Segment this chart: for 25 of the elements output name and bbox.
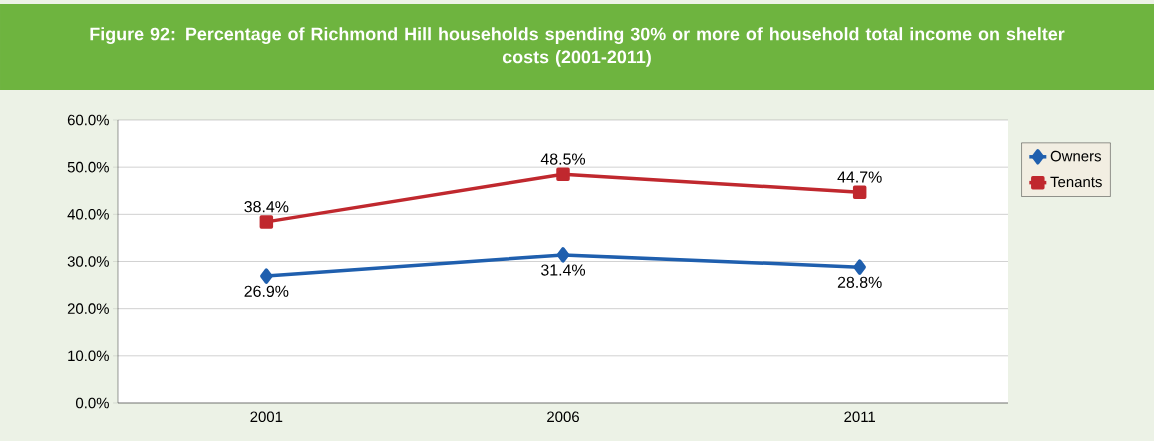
data-label: 26.9% (244, 285, 289, 297)
y-tick-label: 30.0% (67, 256, 109, 267)
point (556, 167, 570, 181)
y-tick-label: 10.0% (68, 350, 109, 362)
point (556, 247, 570, 263)
y-tick-label: 20.0% (67, 303, 109, 314)
legend-label: Owners (1050, 150, 1101, 162)
point (259, 215, 274, 229)
point (852, 185, 867, 199)
data-label: 38.4% (244, 201, 289, 213)
data-label: 44.7% (837, 171, 882, 183)
point (853, 259, 866, 275)
data-label: 48.5% (540, 153, 586, 165)
x-tick-label: 2001 (250, 411, 283, 423)
y-tick-label: 0.0% (76, 397, 109, 409)
chart-title: Figure 92: Percentage of Richmond Hill households spending 30% or more of household total income on shelter costs (2001-2011) (90, 27, 1065, 67)
data-label: 28.8% (837, 276, 882, 288)
point (260, 268, 273, 284)
x-tick-label: 2006 (547, 411, 579, 423)
legend-label: Tenants (1050, 176, 1102, 188)
data-label: 31.4% (541, 264, 586, 276)
y-tick-label: 40.0% (67, 209, 109, 220)
x-tick-label: 2011 (844, 411, 876, 423)
y-tick-label: 60.0% (67, 114, 109, 126)
y-tick-label: 50.0% (67, 161, 109, 173)
